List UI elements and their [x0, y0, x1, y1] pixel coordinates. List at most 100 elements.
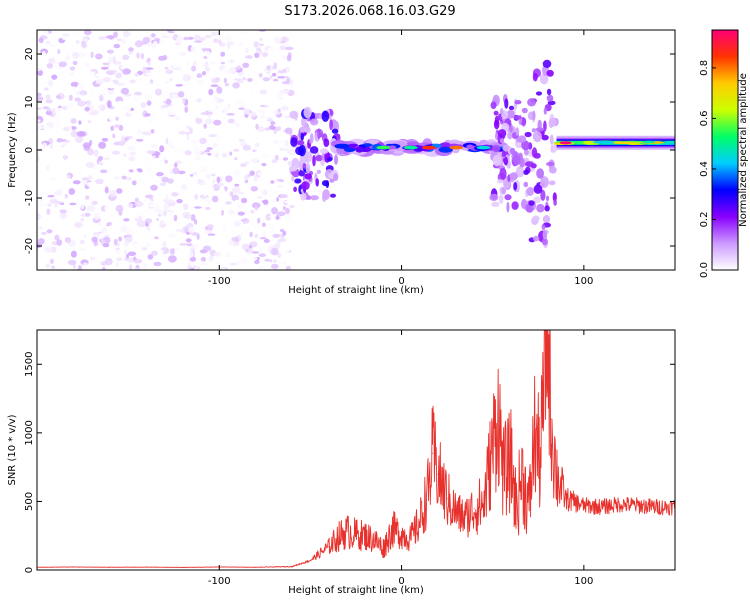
noise-blob [270, 247, 279, 256]
snr-data-point [346, 531, 348, 533]
noise-blob [244, 223, 249, 230]
noise-blob [101, 137, 109, 142]
fluctuation-blob [517, 135, 527, 143]
noise-blob [105, 251, 112, 256]
snr-x-tick-label: 100 [574, 576, 593, 587]
noise-blob [270, 180, 275, 184]
noise-blob [221, 152, 228, 158]
fluctuation-blob [546, 69, 554, 77]
noise-blob [185, 82, 191, 86]
noise-blob [79, 90, 88, 96]
noise-blob [64, 222, 70, 228]
noise-blob [157, 67, 162, 72]
noise-blob [244, 174, 249, 181]
noise-blob [190, 262, 194, 268]
fluctuation-blob [523, 169, 529, 175]
noise-blob [147, 117, 155, 123]
colorbar-tick-label: 0.8 [699, 60, 710, 76]
noise-blob [70, 130, 78, 138]
snr-data-point [555, 473, 558, 475]
snr-data-point [391, 528, 394, 530]
noise-blob [68, 113, 75, 119]
noise-blob [280, 193, 288, 199]
noise-blob [159, 249, 165, 254]
signal-core [334, 143, 350, 149]
noise-blob [87, 120, 92, 124]
noise-blob [234, 183, 240, 187]
noise-blob [156, 47, 160, 51]
fluctuation-blob [504, 194, 512, 201]
noise-blob [262, 77, 270, 82]
snr-x-tick-label: 0 [398, 576, 404, 587]
noise-blob [86, 71, 96, 76]
snr-y-tick-label: 1500 [24, 352, 35, 377]
noise-blob [228, 67, 232, 75]
colorbar: 0.0 0.2 0.4 0.6 0.8 Normalized spectral ampl… [699, 29, 749, 278]
noise-blob [271, 264, 279, 269]
noise-blob [93, 62, 97, 70]
noise-blob [54, 116, 61, 121]
noise-blob [213, 252, 222, 257]
onset-blob [298, 170, 306, 177]
noise-blob [265, 70, 271, 75]
noise-blob [44, 30, 49, 37]
snr-data-point [401, 533, 403, 535]
spectrogram-x-tick-label: -100 [208, 276, 231, 287]
noise-blob [46, 229, 53, 234]
noise-blob [79, 170, 83, 177]
noise-blob [134, 243, 140, 249]
noise-blob [273, 62, 278, 70]
noise-blob [272, 259, 277, 264]
noise-blob [183, 225, 190, 233]
noise-blob [165, 209, 175, 213]
noise-blob [214, 135, 222, 140]
noise-blob [174, 147, 183, 154]
noise-blob [205, 206, 211, 211]
noise-blob [109, 70, 118, 73]
noise-blob [242, 134, 247, 140]
noise-blob [269, 75, 273, 79]
noise-blob [233, 78, 242, 81]
noise-blob [198, 107, 207, 112]
noise-blob [142, 36, 150, 45]
noise-blob [91, 200, 98, 206]
noise-blob [185, 214, 192, 220]
onset-blob [321, 110, 330, 122]
noise-blob [244, 58, 251, 64]
noise-blob [49, 258, 54, 264]
noise-blob [244, 161, 250, 165]
noise-blob [270, 121, 276, 125]
noise-blob [194, 219, 198, 225]
noise-blob [39, 191, 48, 195]
colorbar-tick-label: 0.2 [699, 212, 710, 228]
noise-blob [208, 88, 214, 96]
noise-blob [169, 263, 175, 270]
noise-blob [169, 248, 176, 255]
noise-blob [46, 107, 52, 112]
noise-blob [205, 40, 213, 48]
noise-blob [95, 79, 104, 85]
fluctuation-blob [497, 129, 507, 138]
noise-blob [80, 203, 85, 210]
noise-blob [82, 262, 88, 267]
onset-blob [290, 137, 298, 147]
noise-blob [37, 107, 42, 110]
noise-blob [211, 235, 216, 242]
noise-blob [251, 251, 260, 254]
noise-blob [281, 105, 289, 111]
noise-blob [278, 67, 284, 71]
noise-blob [184, 106, 188, 113]
noise-blob [232, 82, 240, 89]
noise-blob [277, 76, 286, 79]
fluctuation-blob [499, 138, 505, 144]
noise-blob [48, 44, 57, 47]
noise-blob [210, 61, 217, 65]
noise-blob [257, 66, 266, 71]
noise-blob [60, 245, 69, 251]
noise-blob [276, 241, 281, 248]
noise-blob [195, 265, 201, 270]
noise-blob [84, 106, 90, 112]
fluctuation-blob [524, 131, 532, 138]
noise-blob [125, 253, 130, 259]
noise-blob [171, 93, 178, 98]
